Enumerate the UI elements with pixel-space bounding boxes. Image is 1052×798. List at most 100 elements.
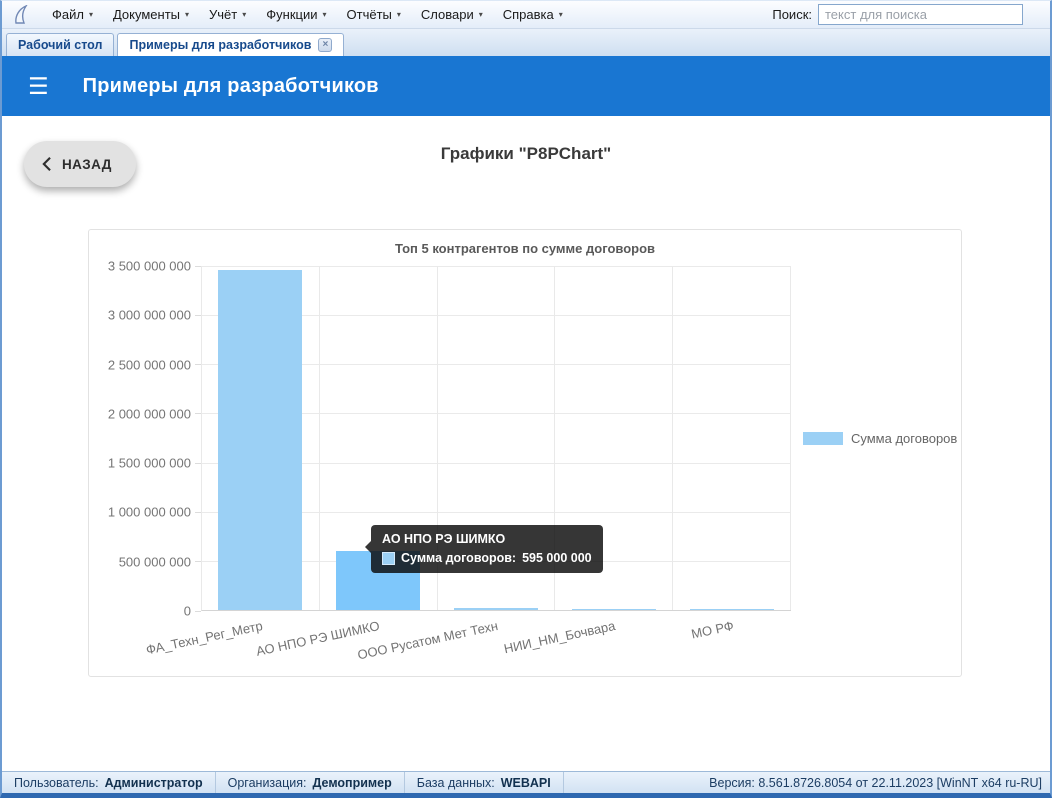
status-value: WEBAPI [500,775,551,790]
x-tick-label: НИИ_НМ_Бочвара [502,618,617,657]
bar-2[interactable] [453,608,539,610]
caret-down-icon: ▾ [185,9,190,19]
chart-tooltip: АО НПО РЭ ШИМКО Сумма договоров: 595 000… [365,525,603,573]
status-item: Пользователь: Администратор [2,772,216,793]
chart-column: НИИ_НМ_Бочвара [503,266,674,656]
plot-wrap: АО НПО РЭ ШИМКО Сумма договоров: 595 000… [144,265,791,662]
gridline [202,265,791,267]
search-settings-button[interactable] [1031,13,1042,17]
y-tick-label: 2 000 000 000 [107,406,191,422]
tooltip-label: Сумма договоров: [401,551,517,565]
menu-bar: Файл ▾ Документы ▾ Учёт ▾ Функции ▾ Отчёты ▾ Слова… [2,1,1050,29]
y-tick [195,610,201,612]
status-label: База данных: [416,775,495,790]
x-tick-label: МО РФ [689,618,735,642]
menu-item-label: Справка [502,7,554,22]
menu-item-0[interactable]: Файл ▾ [42,4,103,25]
y-tick [195,265,201,267]
chevron-left-icon [42,157,51,171]
tab-strip: Рабочий стол Примеры для разработчиков × [2,29,1050,56]
page-header: ☰ Примеры для разработчиков [2,56,1050,116]
page-title: Графики "P8PChart" [440,144,612,163]
chart-column: ФА_Техн_Рег_Метр [144,266,320,657]
back-button[interactable]: НАЗАД [24,141,136,187]
gridline [202,314,791,316]
legend-swatch [803,432,843,445]
y-tick-label: 3 000 000 000 [107,307,191,323]
menu-item-5[interactable]: Словари ▾ [411,4,493,25]
caret-down-icon: ▾ [478,9,483,19]
chart-card: Топ 5 контрагентов по сумме договоров 0 5… [88,229,962,677]
chart-column: ООО Русатом Мет Техн [356,266,556,662]
menu-item-4[interactable]: Отчёты ▾ [337,4,411,25]
chart-title: Топ 5 контрагентов по сумме договоров [394,241,656,256]
caret-down-icon: ▾ [242,9,247,19]
status-value: Администратор [104,775,203,790]
menu-item-label: Отчёты [346,7,392,22]
menu-item-label: Учёт [209,7,238,22]
chart-column: МО РФ [673,266,791,642]
tooltip-row: Сумма договоров: 595 000 000 [382,551,592,565]
caret-down-icon: ▾ [396,9,401,19]
status-bar: Пользователь: Администратор Организация: Де… [2,771,1050,793]
plot-area: АО НПО РЭ ШИМКО Сумма договоров: 595 000… [144,265,791,662]
gridline [202,462,791,464]
status-label: Пользователь: [14,775,99,790]
y-tick-label: 500 000 000 [118,554,191,570]
chart-body: 0 500 000 000 1 000 000 000 1 500 000 000 2 … [89,259,961,663]
status-item: Организация: Демопример [216,772,405,793]
hamburger-icon[interactable]: ☰ [28,72,49,99]
y-tick [195,462,201,464]
y-tick-label: 1 000 000 000 [107,504,191,520]
y-tick [195,413,201,415]
chart-legend[interactable]: Сумма договоров [791,266,961,611]
y-tick-label: 3 500 000 000 [107,258,191,274]
y-tick [195,511,201,513]
menu-items: Файл ▾ Документы ▾ Учёт ▾ Функции ▾ Отчёты ▾ Слова… [42,4,573,25]
menu-item-label: Функции [266,7,318,22]
status-label: Организация: [227,775,307,790]
x-tick-label: ФА_Техн_Рег_Метр [144,618,264,658]
tooltip-title: АО НПО РЭ ШИМКО [382,532,506,546]
tooltip-value: 595 000 000 [522,551,592,565]
menu-item-label: Файл [52,7,84,22]
legend-label: Сумма договоров [851,431,958,446]
page-header-title: Примеры для разработчиков [82,74,379,97]
y-tick-label: 2 500 000 000 [107,357,191,373]
y-tick-label: 0 [183,603,191,619]
parus-sail-icon [10,4,32,26]
status-value: Демопример [312,775,392,790]
y-tick-label: 1 500 000 000 [107,455,191,471]
caret-down-icon: ▾ [558,9,563,19]
y-tick [195,364,201,366]
gridline [202,413,791,415]
menu-item-6[interactable]: Справка ▾ [493,4,573,25]
y-axis: 0 500 000 000 1 000 000 000 1 500 000 000 2 … [89,259,201,619]
y-tick [195,561,201,563]
caret-down-icon: ▾ [322,9,327,19]
tab-label: Примеры для разработчиков [129,38,312,52]
tab-close-icon[interactable]: × [318,38,333,52]
menu-item-2[interactable]: Учёт ▾ [199,4,256,25]
tooltip-swatch [382,551,395,565]
bar-3[interactable] [571,609,656,610]
status-item: База данных: WEBAPI [405,772,564,793]
menu-item-1[interactable]: Документы ▾ [103,4,199,25]
search-input[interactable] [818,4,1023,25]
tab-1[interactable]: Примеры для разработчиков × [117,33,345,56]
y-tick [195,314,201,316]
tab-label: Рабочий стол [18,38,103,52]
gridline [202,511,791,513]
menu-item-label: Словари [420,7,474,22]
caret-down-icon: ▾ [88,9,93,19]
menu-item-3[interactable]: Функции ▾ [256,4,336,25]
content-area: НАЗАД Графики "P8PChart" Топ 5 контраген… [2,116,1050,771]
back-button-label: НАЗАД [62,156,112,172]
search-label: Поиск: [772,7,812,22]
tab-0[interactable]: Рабочий стол [6,33,115,56]
gridline [202,364,791,366]
menu-item-label: Документы [112,7,180,22]
bar-0[interactable] [218,270,303,610]
bar-4[interactable] [689,609,774,610]
